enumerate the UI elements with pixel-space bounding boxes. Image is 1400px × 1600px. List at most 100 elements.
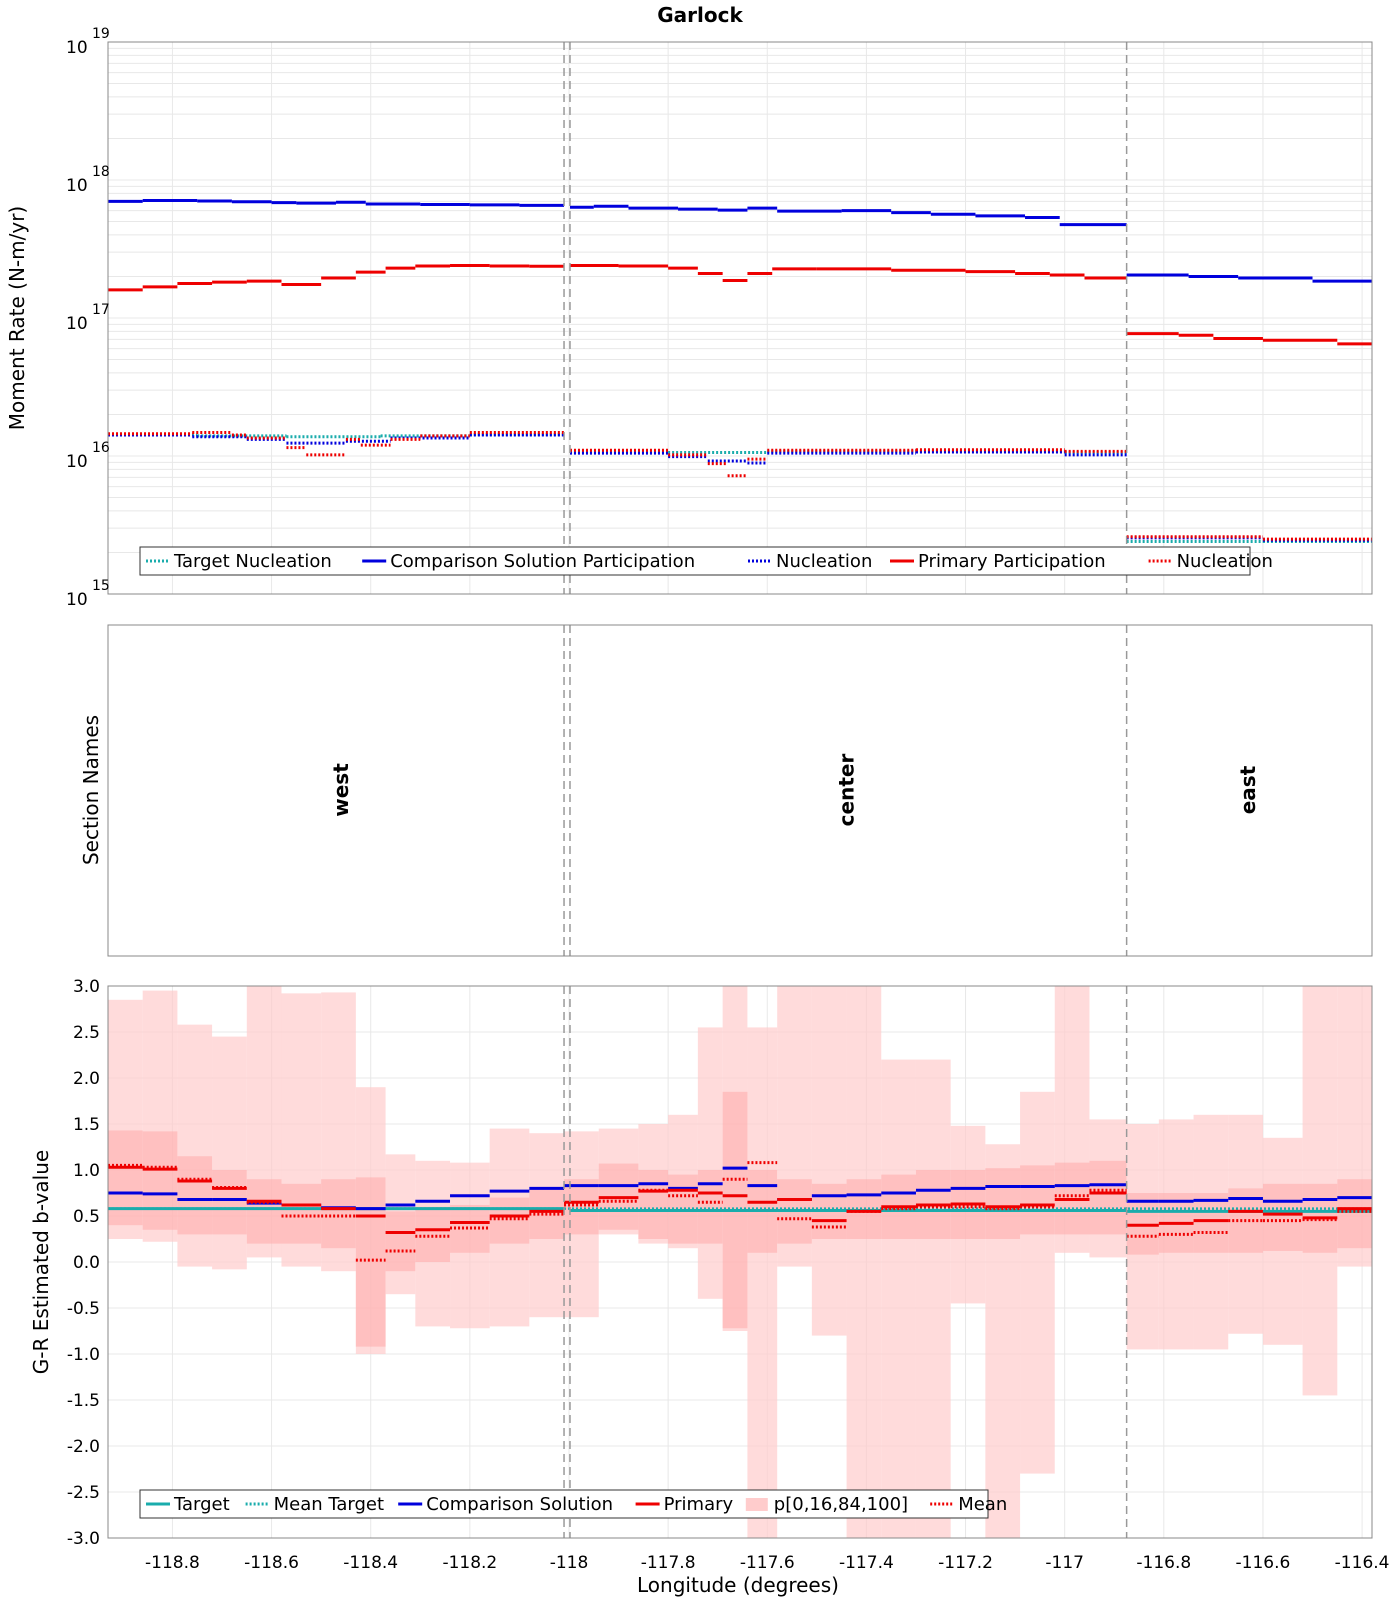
- y-tick-label: 10: [66, 176, 88, 196]
- y-tick-label: -0.5: [67, 1299, 100, 1319]
- moment-rate-legend: Target Nucleation Comparison Solution Par…: [139, 546, 1273, 576]
- x-tick-label: -116.6: [1236, 1553, 1291, 1573]
- legend-box: [139, 1489, 989, 1519]
- percentile-band-outer: [915, 1059, 951, 1538]
- percentile-band-inner: [212, 1170, 247, 1235]
- percentile-band-inner: [638, 1170, 669, 1239]
- legend-label: Mean Target: [274, 1494, 384, 1515]
- x-ticks: -118.8 -118.6 -118.4 -118.2 -118 -117.8 -117.6…: [145, 1553, 1389, 1573]
- section-names-frame: [107, 624, 1373, 957]
- y-tick-label: -1.0: [67, 1345, 100, 1365]
- percentile-band-inner: [1193, 1193, 1229, 1253]
- b-value-y-label: G-R Estimated b-value: [29, 1150, 53, 1374]
- x-tick-label: -118: [550, 1553, 589, 1573]
- percentile-band-inner: [246, 1179, 282, 1244]
- y-tick-label: 10: [66, 38, 88, 58]
- x-tick-label: -116.4: [1335, 1553, 1390, 1573]
- percentile-band-outer: [881, 1059, 916, 1538]
- y-tick-exponent: 15: [92, 578, 110, 594]
- y-tick-label: 1.0: [73, 1161, 100, 1181]
- b-value-percentile-bands: [108, 986, 1372, 1538]
- b-value-frame: [107, 985, 1373, 1539]
- b-value-legend: Target Mean Target Comparison Solution Prim…: [139, 1489, 1007, 1519]
- y-tick-label: -2.0: [67, 1437, 100, 1457]
- x-axis-label: Longitude (degrees): [637, 1573, 839, 1597]
- section-label: east: [1236, 765, 1260, 814]
- y-tick-label: 0.0: [73, 1253, 100, 1273]
- y-tick-label: -3.0: [67, 1529, 100, 1549]
- percentile-band-inner: [142, 1131, 178, 1230]
- legend-label: Primary: [664, 1494, 734, 1515]
- moment-rate-grid: [108, 42, 1372, 595]
- section-dividers: [563, 625, 1128, 956]
- y-tick-label: 2.5: [73, 1023, 100, 1043]
- y-tick-exponent: 16: [92, 440, 110, 456]
- percentile-band-inner: [321, 1179, 356, 1249]
- percentile-band-inner: [1262, 1183, 1303, 1251]
- y-tick-label: 1.5: [73, 1115, 100, 1135]
- percentile-band-inner: [697, 1170, 723, 1244]
- x-tick-label: -117.6: [740, 1553, 795, 1573]
- x-tick-label: -117.4: [839, 1553, 894, 1573]
- percentile-band-inner: [1337, 1179, 1372, 1249]
- section-names-y-label: Section Names: [79, 715, 103, 865]
- percentile-band-inner: [1020, 1165, 1055, 1235]
- x-tick-label: -118.6: [244, 1553, 299, 1573]
- legend-label: p[0,16,84,100]: [774, 1494, 908, 1515]
- y-tick-label: -2.5: [67, 1483, 100, 1503]
- y-tick-exponent: 19: [92, 26, 110, 42]
- y-tick-label: 3.0: [73, 977, 100, 997]
- moment-rate-series: [108, 199, 1372, 544]
- percentile-band-inner: [385, 1211, 416, 1272]
- y-tick-exponent: 18: [92, 164, 110, 180]
- section-dividers: [563, 42, 1128, 594]
- percentile-band-inner: [489, 1197, 530, 1244]
- percentile-band-outer: [212, 1036, 247, 1270]
- legend-label: Nucleation: [1177, 551, 1273, 572]
- x-tick-label: -118.2: [442, 1553, 497, 1573]
- legend-label: Comparison Solution: [426, 1494, 613, 1515]
- x-tick-label: -118.4: [343, 1553, 398, 1573]
- percentile-band-inner: [177, 1156, 213, 1235]
- percentile-band-inner: [108, 1130, 143, 1226]
- b-value-panel: -3.0 -2.5 -2.0 -1.5 -1.0 -0.5 0.0 0.5 1.0 1.5 2.0 2…: [29, 977, 1373, 1549]
- percentile-band-outer: [747, 1027, 778, 1538]
- y-tick-label: 10: [66, 590, 88, 610]
- legend-label: Nucleation: [776, 551, 872, 572]
- x-tick-label: -117.2: [938, 1553, 993, 1573]
- legend-box: [139, 546, 1251, 576]
- chart-title: Garlock: [657, 3, 743, 27]
- percentile-band-inner: [355, 1177, 386, 1347]
- percentile-band-inner: [415, 1206, 451, 1262]
- y-tick-label: 10: [66, 314, 88, 334]
- x-tick-label: -118.8: [145, 1553, 200, 1573]
- b-value-y-ticks: -3.0 -2.5 -2.0 -1.5 -1.0 -0.5 0.0 0.5 1.0 1.5 2.0 2…: [67, 977, 100, 1549]
- moment-rate-y-label: Moment Rate (N-m/yr): [5, 206, 29, 430]
- x-tick-label: -116.8: [1136, 1553, 1191, 1573]
- legend-label: Primary Participation: [918, 551, 1106, 572]
- y-tick-label: 10: [66, 452, 88, 472]
- x-tick-label: -117: [1045, 1553, 1084, 1573]
- percentile-band-inner: [1089, 1160, 1127, 1235]
- legend-label: Comparison Solution Participation: [390, 551, 695, 572]
- section-dividers: [563, 986, 1128, 1538]
- legend-label: Mean: [958, 1494, 1007, 1515]
- percentile-band-outer: [1020, 1091, 1055, 1474]
- b-value-series: [108, 1161, 1372, 1262]
- percentile-band-inner: [985, 1168, 1021, 1239]
- percentile-band-inner: [281, 1183, 322, 1244]
- percentile-band-outer: [846, 986, 882, 1538]
- legend-label: Target Nucleation: [173, 551, 332, 572]
- y-tick-label: 2.0: [73, 1069, 100, 1089]
- y-tick-label: 0.5: [73, 1207, 100, 1227]
- section-label: center: [835, 754, 859, 827]
- section-names-panel: Section Names west center east: [79, 624, 1373, 957]
- section-label: west: [329, 763, 353, 817]
- moment-rate-frame: [107, 41, 1373, 595]
- legend-swatch: [745, 1498, 768, 1511]
- y-tick-exponent: 17: [92, 302, 110, 318]
- x-tick-label: -117.8: [641, 1553, 696, 1573]
